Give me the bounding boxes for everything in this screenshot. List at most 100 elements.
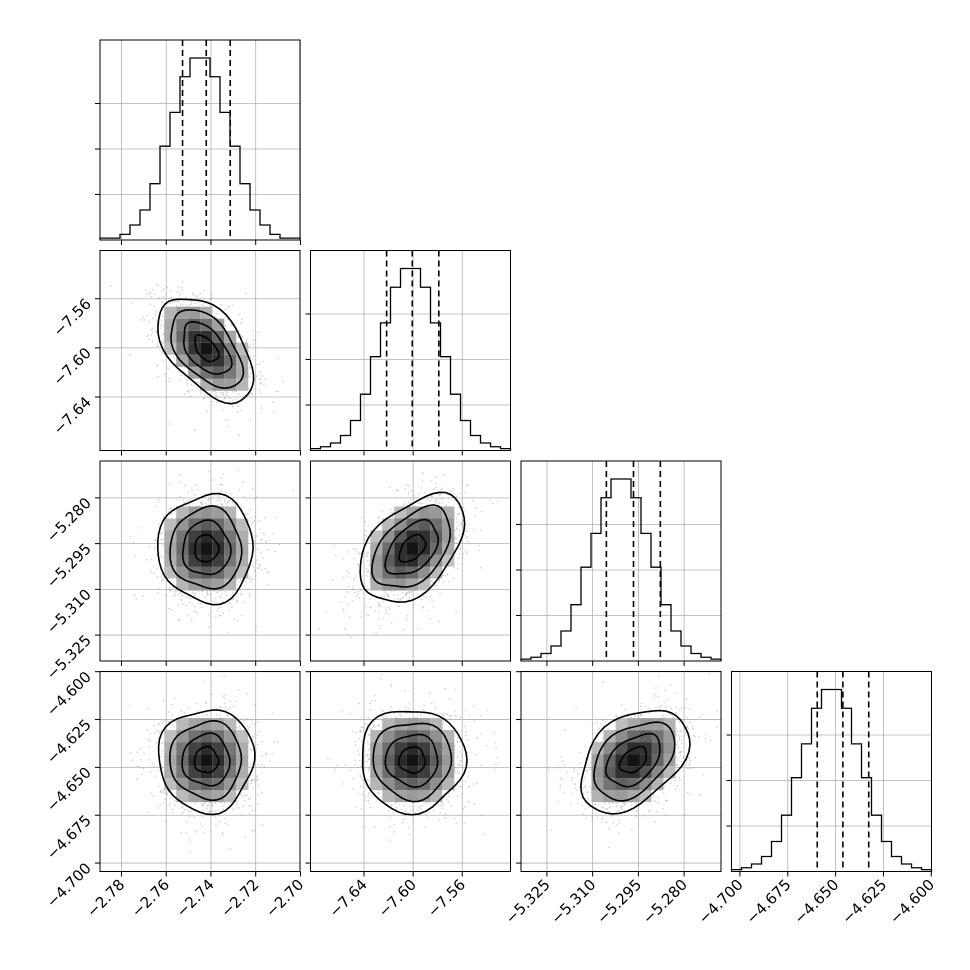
x-tick-label: −4.700 bbox=[695, 876, 747, 928]
density-cell bbox=[224, 766, 237, 779]
contour-line bbox=[361, 710, 468, 816]
density-cell bbox=[224, 366, 237, 379]
panel-frame bbox=[731, 671, 932, 872]
density-cell bbox=[394, 530, 407, 543]
density-cell bbox=[394, 578, 407, 591]
density-cell bbox=[430, 718, 443, 731]
x-tick-label: −7.64 bbox=[326, 876, 371, 921]
density-cell bbox=[176, 518, 189, 531]
density-cell bbox=[406, 542, 419, 555]
density-cell bbox=[176, 718, 189, 731]
x-tick-label: −2.74 bbox=[173, 876, 218, 921]
contour-line bbox=[157, 298, 255, 405]
panel-frame bbox=[99, 671, 301, 872]
panel-frame bbox=[99, 250, 301, 451]
density-cell bbox=[663, 718, 676, 731]
density-cell bbox=[224, 778, 237, 791]
density-cell bbox=[164, 730, 177, 743]
density-cell bbox=[188, 330, 201, 343]
density-cell bbox=[200, 754, 213, 767]
density-cell bbox=[212, 742, 225, 755]
density-cell bbox=[418, 554, 431, 567]
density-cell bbox=[188, 354, 201, 367]
density-cell bbox=[430, 554, 443, 567]
density-cell bbox=[176, 730, 189, 743]
y-tick-label: −7.60 bbox=[50, 344, 95, 389]
x-tick-label: −4.600 bbox=[886, 876, 938, 928]
density-cell bbox=[615, 778, 628, 791]
density-cell bbox=[370, 754, 383, 767]
panel-frame bbox=[99, 460, 301, 662]
density-cell bbox=[212, 766, 225, 779]
density-cell bbox=[224, 354, 237, 367]
contour-line bbox=[593, 721, 676, 802]
density-cell bbox=[418, 530, 431, 543]
scatter-points bbox=[327, 673, 500, 841]
density-cell bbox=[370, 778, 383, 791]
density-cell bbox=[615, 718, 628, 731]
density-cell bbox=[651, 718, 664, 731]
contour-line bbox=[371, 504, 451, 588]
density-cell bbox=[651, 730, 664, 743]
density-cell bbox=[442, 742, 455, 755]
histogram-step-0 bbox=[99, 57, 301, 240]
density-cell bbox=[382, 554, 395, 567]
density-cell bbox=[394, 566, 407, 579]
contour-line bbox=[398, 533, 427, 563]
density-cell bbox=[615, 790, 628, 803]
x-tick-label: −7.56 bbox=[424, 876, 469, 921]
density-cell bbox=[651, 742, 664, 755]
panel-frame bbox=[99, 39, 301, 241]
x-tick-label: −2.72 bbox=[217, 876, 262, 921]
contour-line bbox=[169, 719, 243, 802]
density-cell bbox=[176, 790, 189, 803]
density-cell bbox=[176, 566, 189, 579]
density-cell bbox=[200, 506, 213, 519]
contour-line bbox=[372, 722, 453, 803]
density-cell bbox=[188, 766, 201, 779]
density-cell bbox=[442, 730, 455, 743]
density-cell bbox=[442, 778, 455, 791]
density-cell bbox=[176, 506, 189, 519]
contour-line bbox=[170, 309, 245, 390]
panel-frame bbox=[310, 671, 511, 872]
density-cell bbox=[418, 506, 431, 519]
x-tick-label: −5.295 bbox=[593, 876, 645, 928]
contour-line bbox=[157, 709, 256, 816]
density-cell bbox=[639, 766, 652, 779]
x-tick-label: −5.310 bbox=[547, 876, 599, 928]
density-cell bbox=[603, 790, 616, 803]
density-cell bbox=[430, 730, 443, 743]
density-cell bbox=[370, 530, 383, 543]
panel-frame bbox=[310, 250, 511, 451]
hist-panel-0 bbox=[95, 39, 301, 245]
x-tick-label: −5.280 bbox=[639, 876, 691, 928]
density-cell bbox=[603, 778, 616, 791]
density-cell bbox=[188, 306, 201, 319]
density-cell bbox=[615, 730, 628, 743]
density-cell bbox=[394, 718, 407, 731]
contour-line bbox=[397, 746, 427, 774]
hist-panel-2 bbox=[516, 460, 722, 666]
y-tick-label: −7.64 bbox=[50, 393, 95, 438]
density-cell bbox=[382, 754, 395, 767]
y-tick-label: −7.56 bbox=[50, 295, 95, 340]
x-tick-label: −5.325 bbox=[502, 876, 554, 928]
contour-line bbox=[580, 709, 691, 815]
density-cell bbox=[188, 718, 201, 731]
contour-line bbox=[618, 745, 648, 774]
contour-line bbox=[181, 519, 232, 576]
density-cell bbox=[603, 730, 616, 743]
x-tick-label: −2.78 bbox=[83, 876, 128, 921]
density-cell bbox=[442, 754, 455, 767]
density-cell bbox=[394, 754, 407, 767]
contour-line bbox=[169, 504, 243, 590]
density-cell bbox=[406, 754, 419, 767]
density-cell bbox=[651, 766, 664, 779]
density-cell bbox=[212, 530, 225, 543]
density-cell bbox=[176, 778, 189, 791]
density-cell bbox=[176, 330, 189, 343]
scatter-panel-2-1 bbox=[305, 460, 511, 666]
density-cell bbox=[212, 718, 225, 731]
